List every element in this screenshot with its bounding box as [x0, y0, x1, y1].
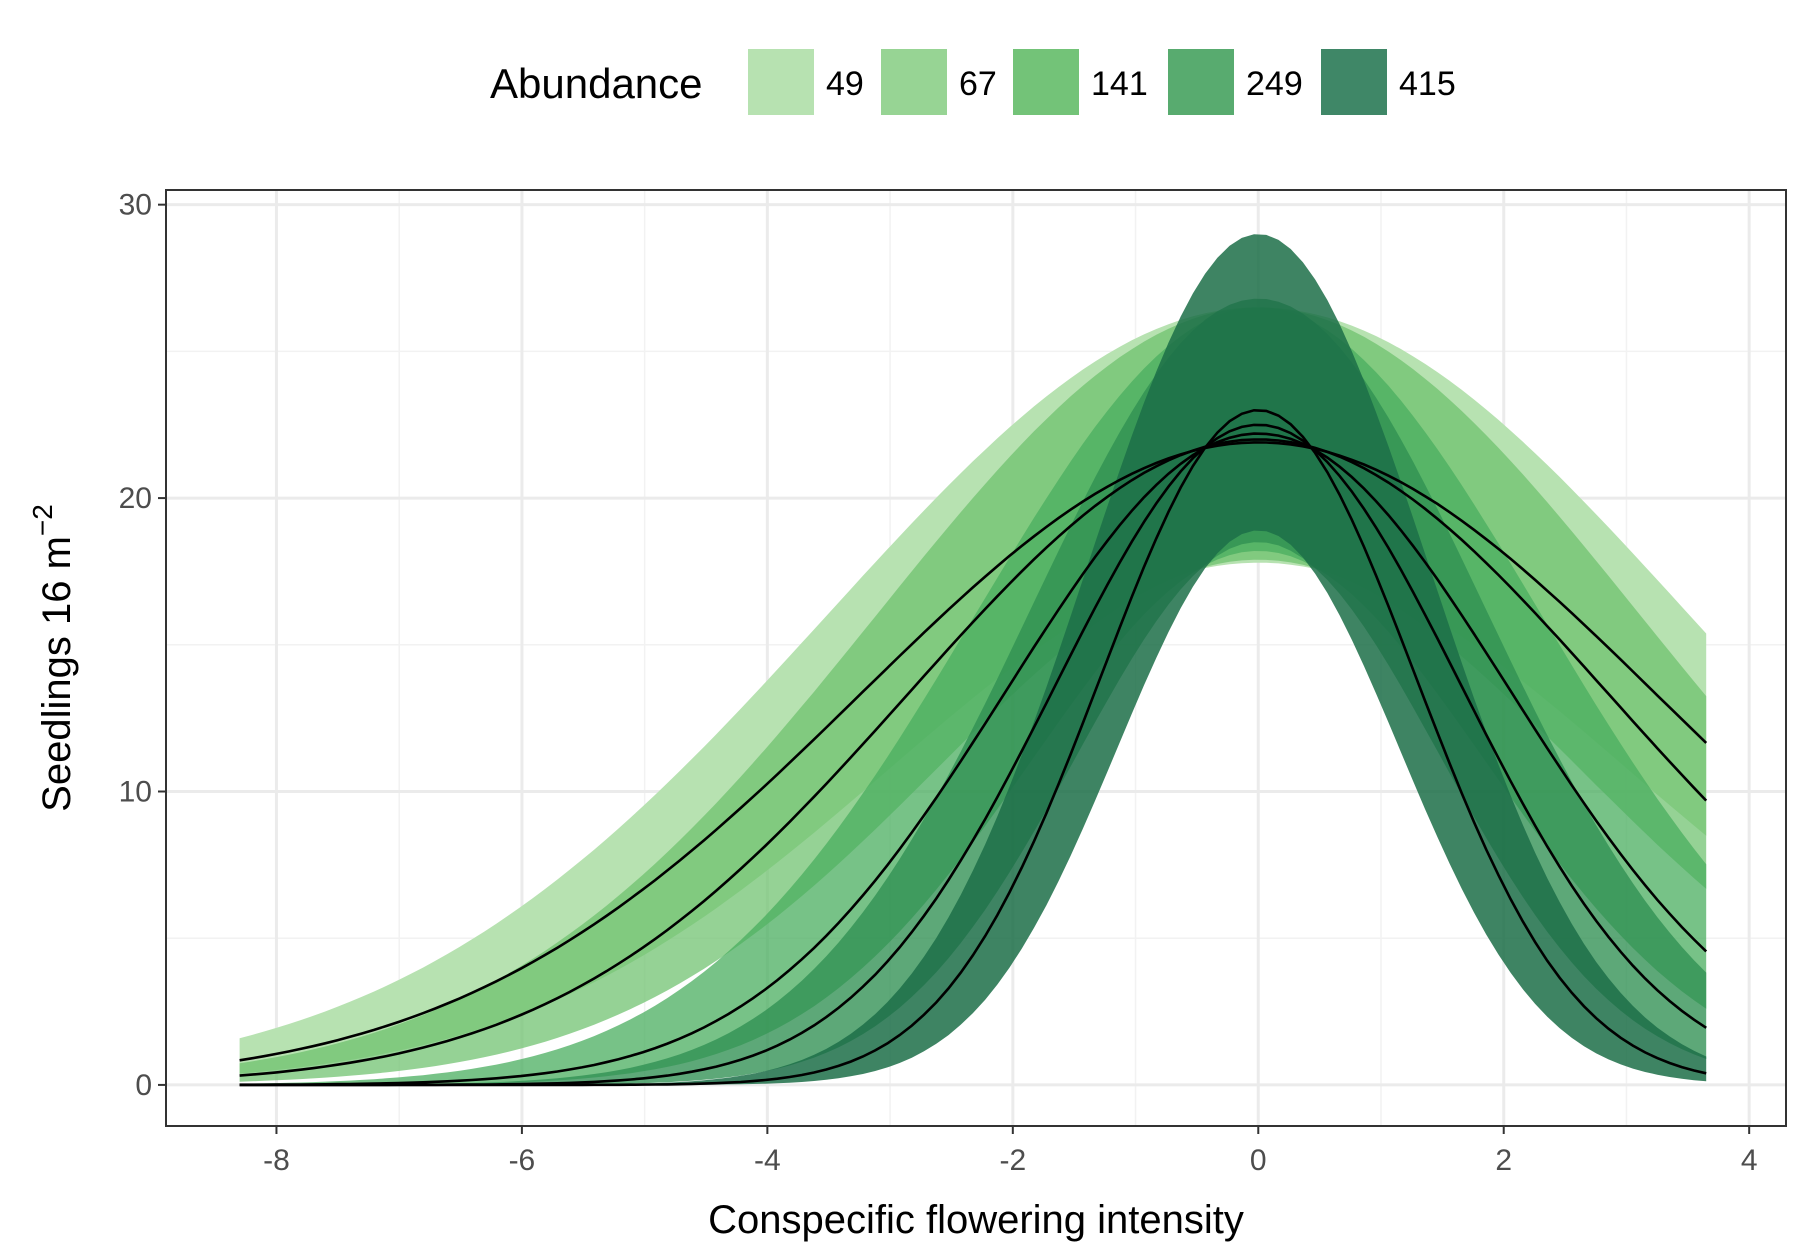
x-tick-label: 2 [1495, 1144, 1512, 1177]
y-tick-label: 10 [119, 776, 152, 809]
legend-label-249: 249 [1246, 65, 1303, 103]
fit-line-141 [239, 432, 1708, 1086]
fit-line-49 [239, 441, 1708, 1062]
x-tick-label: -8 [263, 1144, 290, 1177]
legend-key-415 [1321, 49, 1387, 115]
legend-key-67 [881, 49, 947, 115]
x-tick-label: -2 [999, 1144, 1026, 1177]
y-axis-title-superscript: −2 [27, 504, 58, 536]
y-axis-title: Seedlings 16 m−2 [27, 504, 79, 812]
fit-line-67 [239, 438, 1708, 1077]
legend-label-49: 49 [826, 65, 864, 103]
legend-label-415: 415 [1399, 65, 1456, 103]
y-tick-label: 20 [119, 482, 152, 515]
fitted-lines [239, 408, 1708, 1087]
legend-label-67: 67 [959, 65, 997, 103]
legend-key-141 [1013, 49, 1079, 115]
ribbon-415 [239, 234, 1707, 1085]
legend-title: Abundance [490, 60, 703, 107]
x-tick-label: 4 [1741, 1144, 1758, 1177]
plot-border [165, 189, 1787, 1127]
legend-key-249 [1168, 49, 1234, 115]
x-tick-label: -4 [754, 1144, 781, 1177]
legend-label-141: 141 [1091, 65, 1148, 103]
fit-line-415 [239, 408, 1707, 1087]
legend: Abundance 49 67 141 249 415 [490, 49, 1456, 115]
y-tick-label: 0 [135, 1069, 152, 1102]
axes: -8 -6 -4 -2 0 2 4 0 10 20 30 [119, 189, 1758, 1177]
x-tick-label: -6 [509, 1144, 536, 1177]
x-tick-label: 0 [1250, 1144, 1267, 1177]
y-tick-label: 30 [119, 189, 152, 222]
x-axis-title: Conspecific flowering intensity [708, 1198, 1244, 1242]
y-axis-title-main: Seedlings 16 m [35, 536, 79, 812]
legend-key-49 [748, 49, 814, 115]
